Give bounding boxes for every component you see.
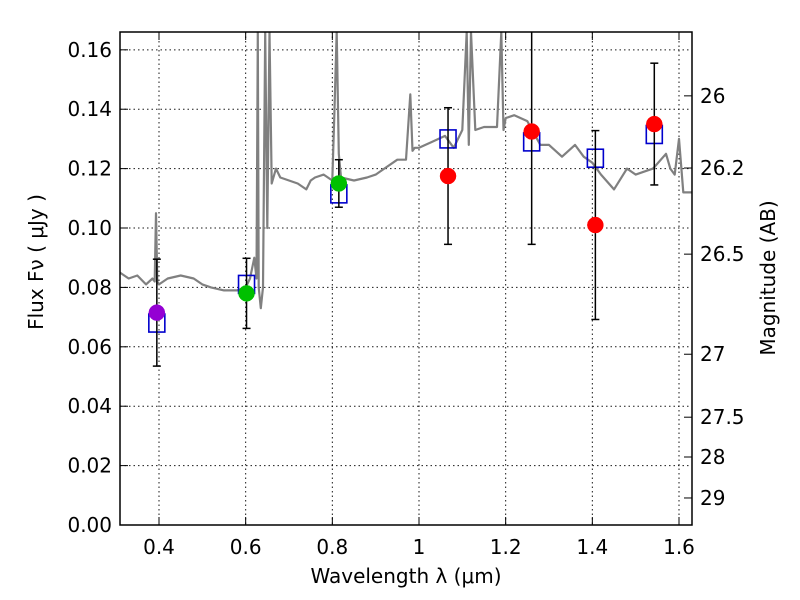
y-tick-label: 0.14 [67, 97, 112, 121]
y-axis-title: Flux Fν ( μJy ) [24, 194, 48, 330]
tick-layer: 0.4 0.6 0.8 1 1.2 1.4 1.6 0.00 0.02 0.04 0.06 0.08 0… [67, 32, 745, 559]
y-tick-label: 0.10 [67, 216, 112, 240]
y2-tick-label: 28 [700, 445, 725, 469]
y2-tick-label: 26.5 [700, 242, 745, 266]
y2-tick-label: 26 [700, 84, 725, 108]
y2-axis-title: Magnitude (AB) [756, 200, 780, 355]
x-tick-label: 1.2 [490, 535, 522, 559]
y-tick-label: 0.02 [67, 454, 112, 478]
x-axis-title: Wavelength λ (μm) [310, 564, 501, 588]
plot-frame [119, 31, 693, 526]
x-tick-label: 0.8 [316, 535, 348, 559]
observed-point [587, 216, 604, 234]
y-tick-label: 0.12 [67, 157, 112, 181]
marker-layer [148, 32, 664, 367]
grid-layer [120, 32, 692, 525]
model-spectrum-line [120, 32, 692, 310]
observed-point [646, 115, 663, 133]
observed-point [238, 285, 255, 302]
y-tick-label: 0.06 [67, 335, 112, 359]
y2-tick-label: 27.5 [700, 405, 745, 429]
observed-point [439, 167, 457, 185]
y-tick-label: 0.04 [67, 394, 112, 418]
y-tick-label: 0.16 [67, 38, 112, 62]
x-tick-label: 1 [413, 535, 426, 559]
observed-point [523, 123, 540, 140]
x-tick-label: 1.4 [576, 535, 608, 559]
y-tick-label: 0.00 [67, 513, 112, 537]
observed-point [330, 175, 348, 192]
spectrum-layer [120, 32, 692, 310]
y2-tick-label: 29 [700, 486, 725, 510]
y-tick-label: 0.08 [67, 275, 112, 299]
y2-tick-label: 26.2 [700, 156, 745, 180]
x-tick-label: 0.6 [230, 535, 262, 559]
y2-tick-label: 27 [700, 342, 725, 366]
x-tick-label: 0.4 [143, 535, 175, 559]
observed-point [148, 304, 166, 321]
x-tick-label: 1.6 [663, 535, 695, 559]
